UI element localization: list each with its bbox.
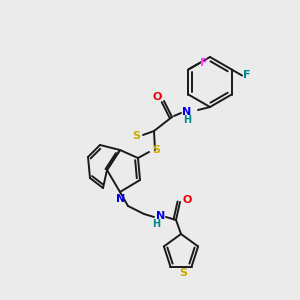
Text: O: O [182, 195, 192, 205]
Text: H: H [152, 219, 160, 229]
Text: S: S [152, 145, 160, 155]
Text: S: S [132, 131, 140, 141]
Text: N: N [182, 107, 192, 117]
Text: N: N [156, 211, 166, 221]
Text: H: H [183, 115, 191, 125]
Text: F: F [243, 70, 251, 80]
Text: O: O [152, 92, 162, 102]
Text: F: F [200, 58, 208, 68]
Text: S: S [180, 268, 188, 278]
Text: N: N [116, 194, 126, 204]
